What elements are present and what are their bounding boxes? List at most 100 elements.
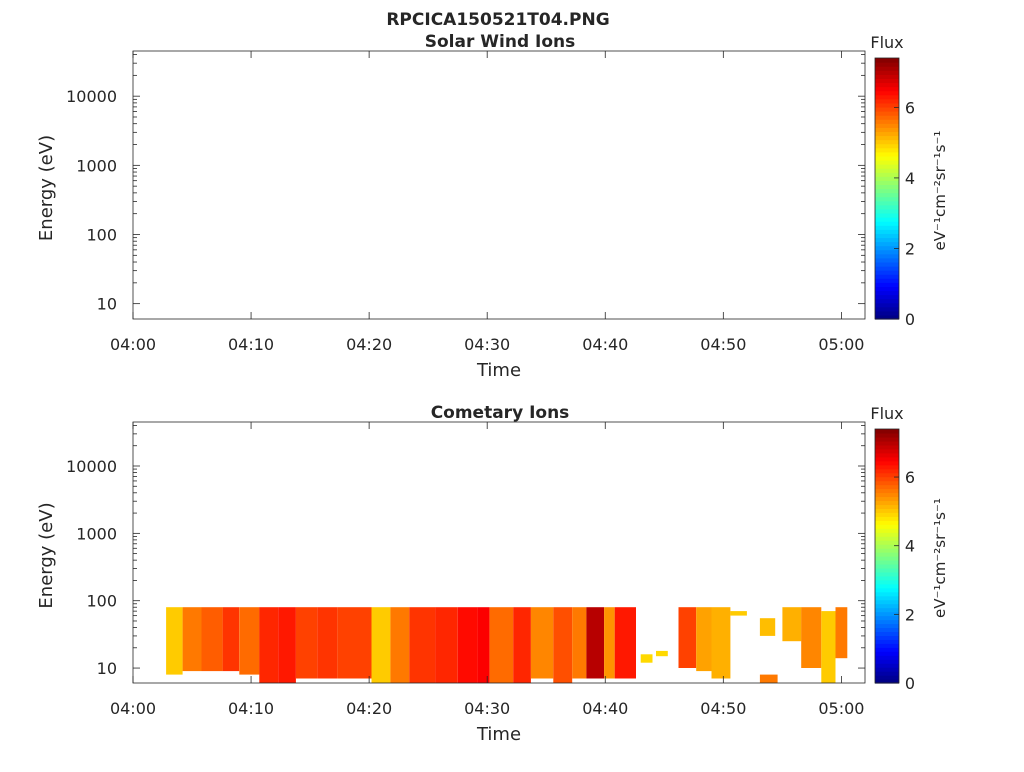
colorbar-segment [875,115,899,120]
heatmap-cell [371,607,391,683]
x-tick-label: 04:40 [582,699,628,718]
colorbar-segment [875,225,899,230]
heatmap-cell [295,607,318,679]
colorbar-segment [875,591,899,597]
colorbar-segment [875,623,899,629]
colorbar-segment [875,456,899,462]
x-tick-label: 04:30 [464,699,510,718]
colorbar-segment [875,131,899,137]
colorbar-segment [875,452,899,458]
colorbar-segment [875,536,899,541]
colorbar-segment [875,123,899,128]
colorbar-segment [875,500,899,506]
colorbar-tick-label: 0 [905,310,915,329]
panel-title: Solar Wind Ions [425,32,576,52]
colorbar-segment [875,675,899,680]
colorbar-segment [875,233,899,239]
heatmap-cell [572,607,587,679]
colorbar-segment [875,663,899,668]
heatmap-cell [513,607,531,683]
colorbar-segment [875,127,899,133]
colorbar-segment [875,496,899,502]
colorbar-segment [875,552,899,557]
colorbar-segment [875,520,899,525]
x-tick-label: 05:00 [818,699,864,718]
y-tick-label: 10000 [66,457,117,476]
colorbar-segment [875,559,899,565]
colorbar-unit-label: eV⁻¹cm⁻²sr⁻¹s⁻¹ [931,498,949,618]
x-axis-label: Time [476,360,521,381]
colorbar-segment [875,556,899,561]
colorbar-segment [875,111,899,116]
colorbar-segment [875,655,899,660]
plot-frame [132,50,866,320]
colorbar-segment [875,468,899,474]
colorbar-segment [875,204,899,210]
colorbar-segment [875,651,899,656]
colorbar-segment [875,448,899,454]
heatmap-cell [759,674,778,683]
heatmap-cell [782,607,802,642]
colorbar-segment [875,639,899,644]
panel-title: Cometary Ions [431,403,570,423]
colorbar-segment [875,176,899,181]
heatmap-cell [730,611,747,616]
colorbar-segment [875,74,899,79]
spectrogram-1 [166,607,848,683]
colorbar-segment [875,460,899,466]
colorbar-segment [875,172,899,177]
colorbar-segment [875,563,899,569]
colorbar-segment [875,229,899,234]
colorbar-segment [875,492,899,498]
colorbar-segment [875,631,899,636]
colorbar-segment [875,143,899,149]
y-tick-label: 1000 [76,524,117,543]
colorbar-segment [875,119,899,124]
colorbar-segment [875,476,899,482]
x-tick-label: 04:20 [346,699,392,718]
colorbar-segment [875,245,899,251]
colorbar-segment [875,253,899,259]
colorbar-segment [875,464,899,470]
colorbar-segment [875,196,899,202]
x-tick-label: 05:00 [818,335,864,354]
heatmap-cell [821,611,836,683]
heatmap-cell [390,607,410,683]
colorbar-segment [875,480,899,486]
colorbar-segment [875,274,899,279]
colorbar-segment [875,607,899,613]
heatmap-cell [586,607,605,679]
heatmap-cell [201,607,223,672]
y-tick-label: 1000 [76,156,117,175]
colorbar-segment [875,249,899,255]
heatmap-cell [614,607,636,679]
colorbar-segment [875,544,899,549]
colorbar-segment [875,94,899,100]
heatmap-cell [640,654,653,663]
colorbar-segment [875,310,899,316]
colorbar-segment [875,548,899,553]
y-tick-label: 100 [86,592,117,611]
colorbar-segment [875,615,899,621]
colorbar-segment [875,302,899,308]
colorbar-segment [875,70,899,75]
colorbar-frame [874,57,900,320]
colorbar-segment [875,516,899,521]
colorbar-segment [875,58,899,63]
colorbar-segment [875,595,899,601]
colorbar-segment [875,659,899,664]
colorbar-segment [875,188,899,194]
colorbar-segment [875,484,899,490]
colorbar-segment [875,643,899,648]
heatmap-cell [530,607,554,679]
x-tick-label: 04:40 [582,335,628,354]
colorbar-segment [875,106,899,112]
heatmap-cell [457,607,478,683]
colorbar-segment [875,98,899,104]
y-tick-label: 10 [97,659,117,678]
heatmap-cell [489,607,514,683]
heatmap-cell [259,607,279,683]
colorbar-segment [875,217,899,222]
heatmap-cell [337,607,372,679]
